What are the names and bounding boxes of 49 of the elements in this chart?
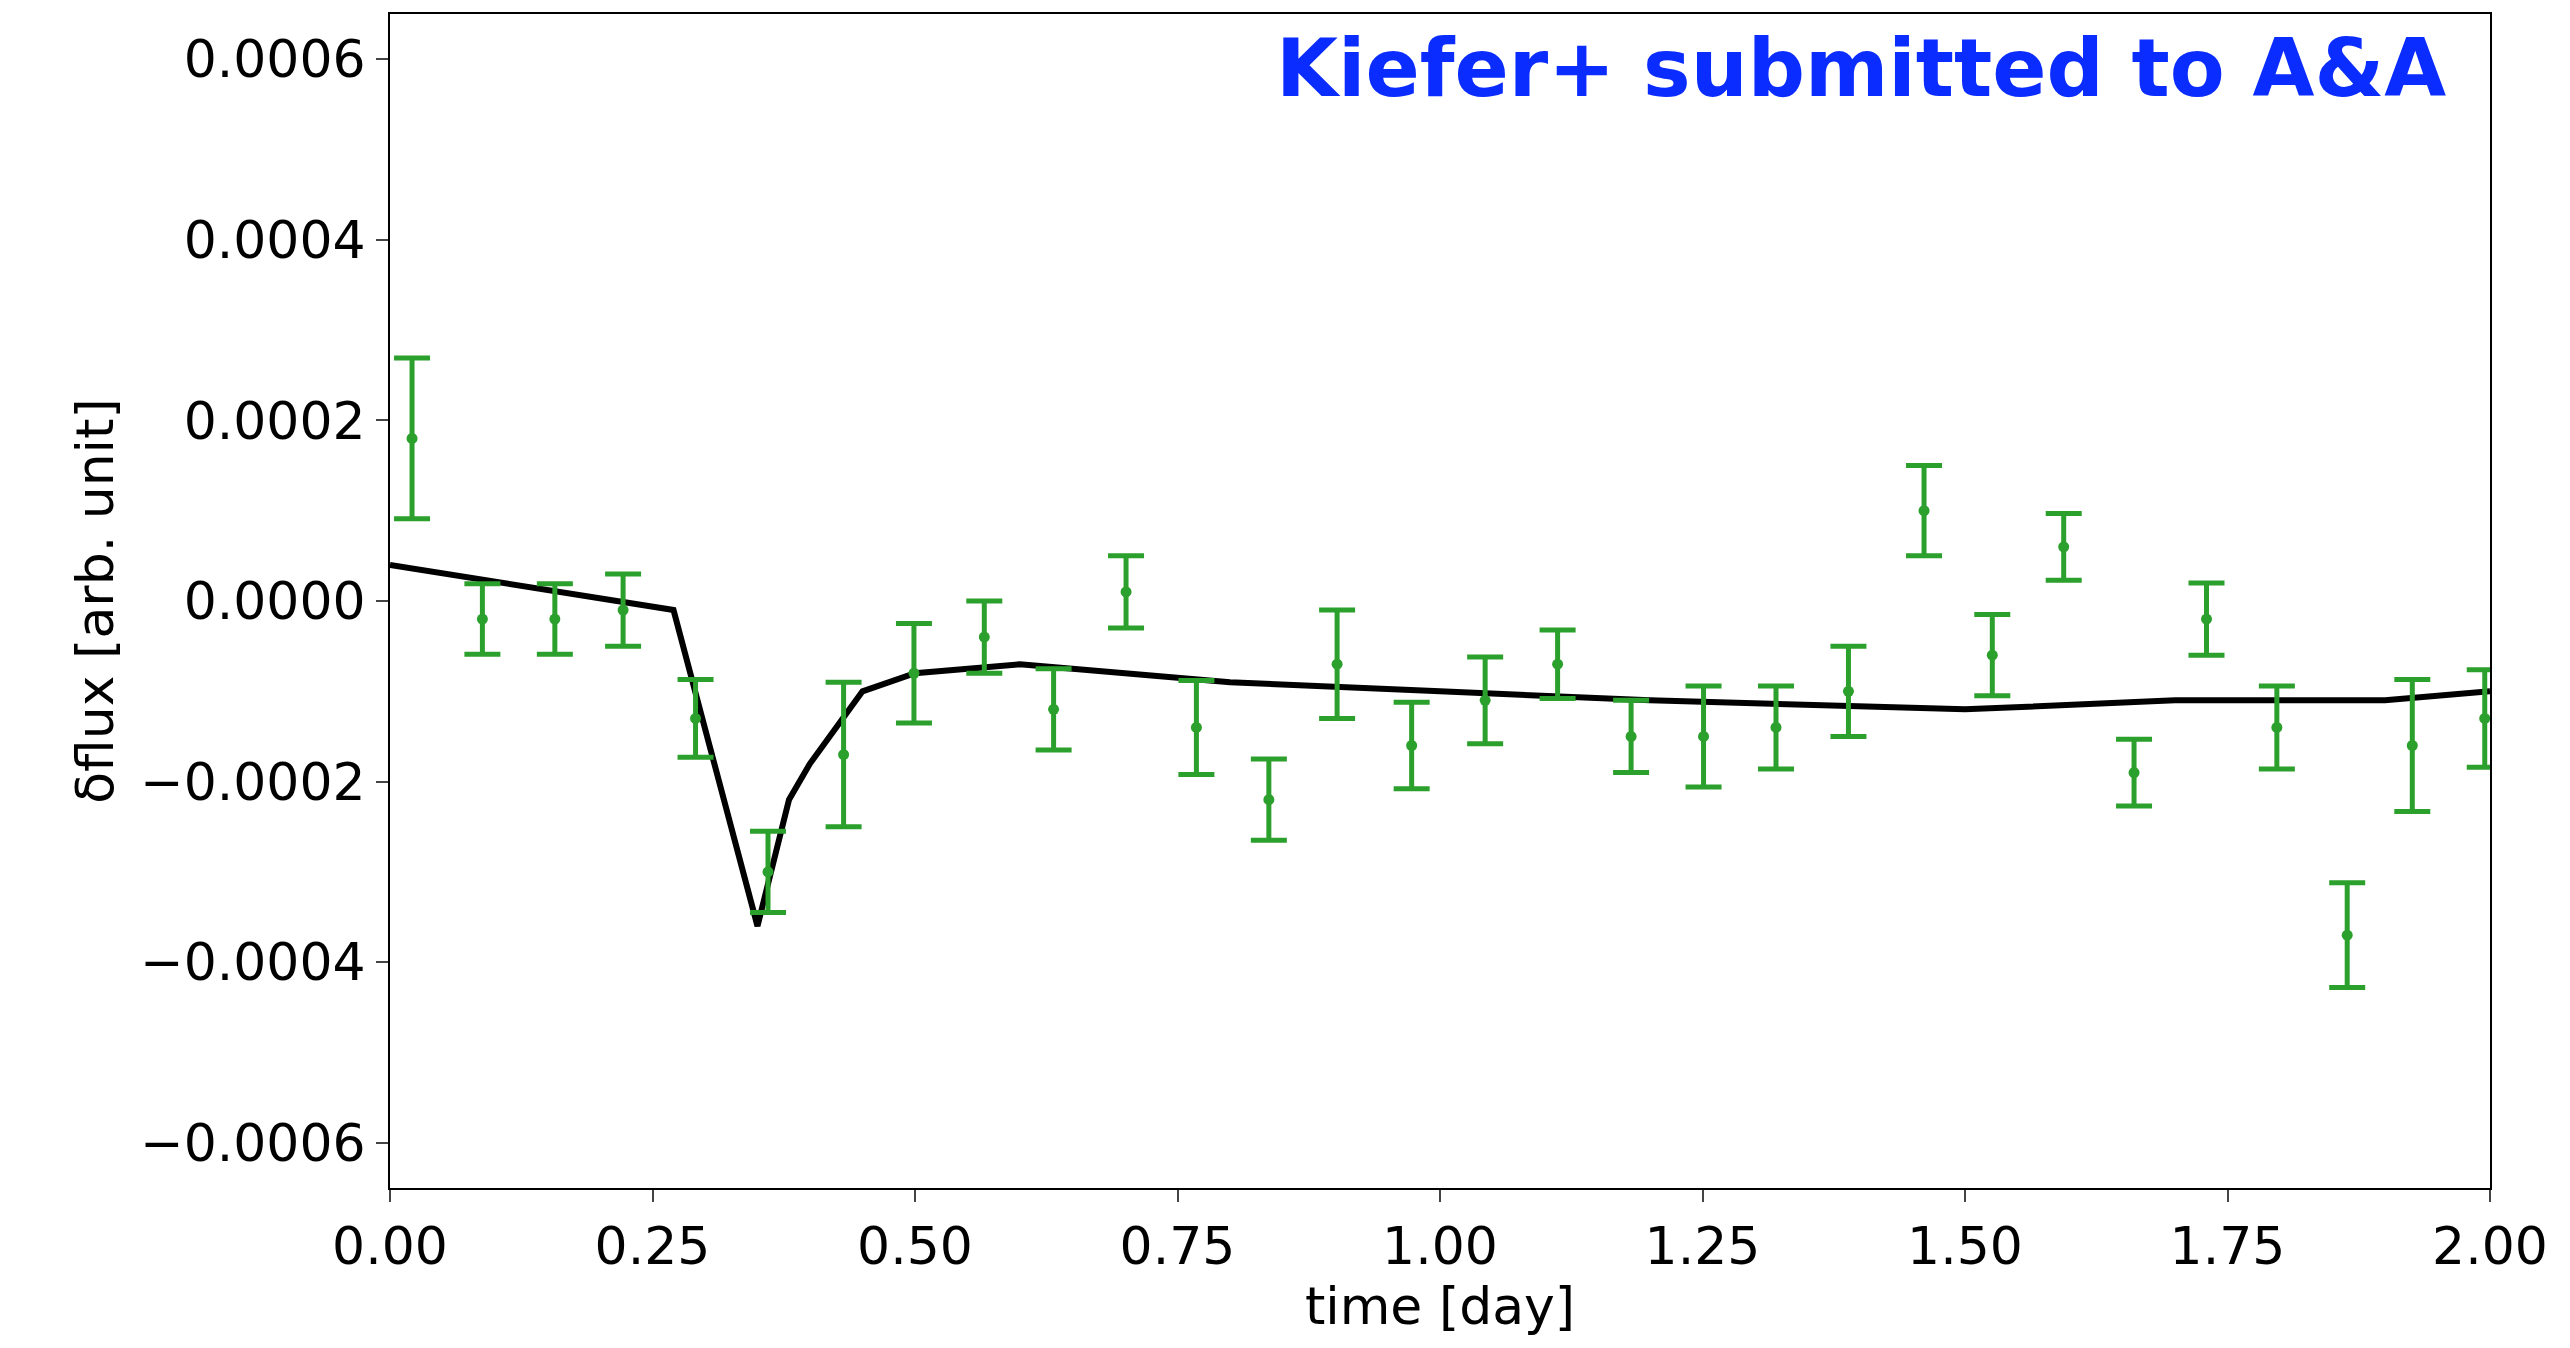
point: [1842, 685, 1854, 697]
point: [406, 432, 418, 444]
x-tick-label: 1.00: [1382, 1216, 1498, 1277]
point: [1120, 586, 1132, 598]
x-tick-label: 1.75: [2169, 1216, 2286, 1277]
annotation: Kiefer+ submitted to A&A: [1276, 22, 2447, 115]
point: [1918, 505, 1930, 517]
point: [2271, 721, 2283, 733]
point: [1770, 721, 1782, 733]
point: [1625, 730, 1637, 742]
point: [690, 712, 702, 724]
y-tick-label: 0.0000: [183, 571, 366, 632]
y-tick-label: 0.0004: [183, 209, 366, 270]
point: [1190, 721, 1202, 733]
point: [1552, 658, 1564, 670]
point: [2341, 929, 2353, 941]
point: [549, 613, 561, 625]
point: [1986, 649, 1998, 661]
x-tick-label: 2.00: [2432, 1216, 2548, 1277]
x-tick-label: 0.75: [1119, 1216, 1236, 1277]
point: [1263, 794, 1275, 806]
point: [762, 866, 774, 878]
point: [2406, 739, 2418, 751]
point: [978, 631, 990, 643]
point: [1406, 739, 1418, 751]
point: [908, 667, 920, 679]
y-tick-label: 0.0002: [183, 390, 366, 451]
x-tick-label: 0.25: [594, 1216, 711, 1277]
x-tick-label: 1.50: [1907, 1216, 2023, 1277]
x-axis-title: time [day]: [1304, 1276, 1576, 1337]
point: [838, 749, 850, 761]
point: [1698, 730, 1710, 742]
point: [1048, 703, 1060, 715]
point: [617, 604, 629, 616]
y-tick-label: −0.0004: [140, 932, 366, 993]
y-tick-label: −0.0002: [140, 751, 366, 812]
y-tick-label: −0.0006: [140, 1113, 366, 1174]
point: [476, 613, 488, 625]
point: [1479, 694, 1491, 706]
point: [2479, 712, 2490, 724]
point: [1331, 658, 1343, 670]
x-tick-label: 1.25: [1644, 1216, 1761, 1277]
x-tick-label: 0.50: [857, 1216, 973, 1277]
point: [2201, 613, 2212, 625]
y-axis-title: δflux [arb. unit]: [64, 398, 125, 804]
point: [2128, 767, 2140, 779]
x-tick-label: 0.00: [332, 1216, 448, 1277]
point: [2058, 541, 2070, 553]
y-tick-label: 0.0006: [183, 29, 366, 90]
